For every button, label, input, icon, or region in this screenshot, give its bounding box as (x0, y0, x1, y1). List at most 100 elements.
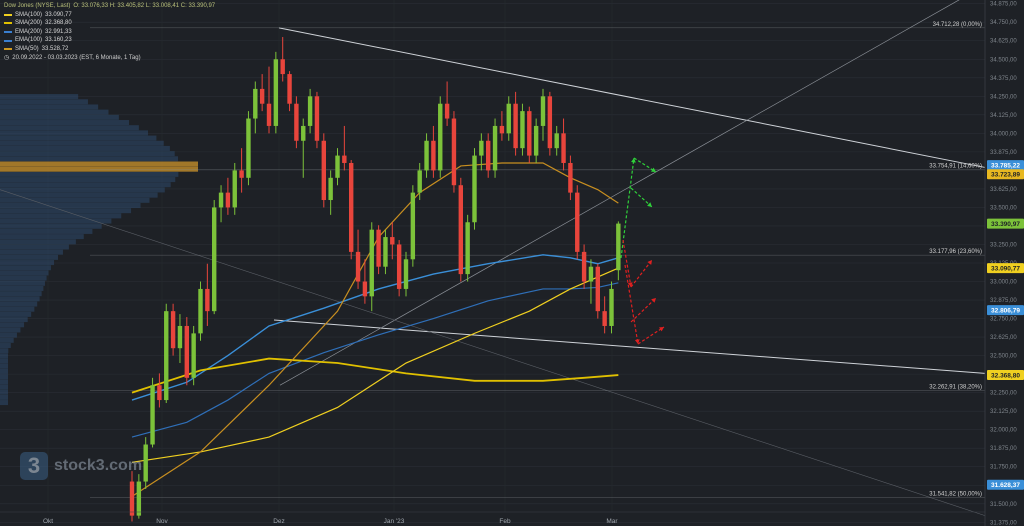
profile-bar (0, 223, 102, 229)
y-tick-label: 32.125,00 (990, 409, 1017, 415)
ema200-line (131, 282, 619, 438)
candle-body (417, 170, 422, 193)
fib-label: 33.754,91 (14,60%) (929, 164, 982, 170)
y-tick-label: 31.375,00 (990, 520, 1017, 526)
price-tag-label: 33.723,89 (991, 172, 1020, 179)
profile-bar (0, 104, 99, 110)
candle-body (307, 96, 313, 126)
candle-body (396, 244, 402, 289)
profile-bar (0, 120, 130, 126)
sma50-line (131, 162, 619, 497)
profile-bar (0, 384, 8, 390)
candle-body (403, 259, 409, 289)
sma50-swatch (4, 48, 12, 51)
profile-bar (0, 166, 198, 172)
candle-body (499, 125, 505, 134)
candle-body (253, 88, 258, 119)
candle-body (212, 207, 217, 312)
price-tag-label: 31.628,37 (991, 482, 1020, 489)
candle-body (335, 155, 340, 178)
profile-bar (0, 280, 45, 286)
fib-label: 34.712,28 (0,00%) (933, 22, 982, 28)
profile-bar (0, 109, 109, 115)
price-tag (987, 160, 1024, 171)
red-arrow-2 (630, 259, 653, 288)
instrument-label: Dow Jones (NYSE, Last) (4, 3, 71, 9)
volume-profile (0, 94, 198, 406)
y-tick-label: 31.750,00 (990, 465, 1017, 471)
price-tag-label: 33.785,22 (991, 162, 1020, 169)
green-arrow-3-head (647, 202, 652, 207)
y-tick-label: 33.625,00 (990, 187, 1017, 193)
candle-body (266, 103, 272, 126)
price-tag-label: 32.368,80 (991, 372, 1020, 379)
x-tick-label: Mar (606, 518, 618, 525)
candle-body (342, 155, 347, 163)
profile-bar (0, 213, 122, 219)
y-tick-label: 32.625,00 (990, 335, 1017, 341)
ema100-swatch (4, 39, 12, 42)
candle-body (225, 192, 231, 208)
candle-body (232, 170, 237, 208)
candle-body (424, 140, 429, 171)
profile-bar (0, 311, 32, 317)
legend-header: Dow Jones (NYSE, Last) O: 33.076,33 H: 3… (4, 2, 215, 11)
profile-bar (0, 400, 8, 406)
profile-bar (0, 156, 178, 162)
profile-bar (0, 187, 165, 193)
candle-body (561, 133, 566, 163)
profile-bar (0, 218, 112, 224)
profile-bar (0, 337, 14, 343)
profile-bar (0, 114, 119, 120)
clock-icon: ◷ (4, 54, 10, 61)
profile-bar (0, 394, 8, 400)
y-tick-label: 34.750,00 (990, 20, 1017, 26)
profile-bar (0, 322, 25, 328)
y-tick-label: 33.875,00 (990, 150, 1017, 156)
candle-body (506, 103, 511, 134)
profile-bar (0, 197, 150, 203)
profile-bar (0, 244, 69, 250)
y-tick-label: 34.250,00 (990, 94, 1017, 100)
profile-bar (0, 389, 8, 395)
y-tick-label: 31.875,00 (990, 446, 1017, 452)
price-tag-label: 32.806,79 (991, 307, 1020, 314)
y-tick-label: 34.375,00 (990, 76, 1017, 82)
red-arrow-1 (622, 239, 632, 288)
candle-body (575, 192, 580, 252)
candle-body (554, 133, 559, 149)
profile-bar (0, 234, 84, 240)
red-arrow-1-head (627, 282, 633, 287)
sma100-line (131, 267, 619, 463)
candles (129, 37, 621, 522)
ema200-value: 32.991,33 (45, 28, 72, 35)
profile-bar (0, 332, 17, 338)
profile-bar (0, 135, 157, 141)
fibonacci-levels: 34.712,28 (0,00%) 33.754,91 (14,60%) 33.17… (90, 22, 985, 498)
profile-bar (0, 363, 8, 369)
candle-body (150, 385, 155, 445)
profile-bar (0, 327, 21, 333)
candle-body (595, 266, 600, 312)
candle-body (472, 155, 477, 223)
profile-bar (0, 99, 88, 105)
sma200-value: 32.368,80 (45, 20, 72, 27)
legend-range: ◷ 20.09.2022 - 03.03.2023 (EST, 6 Monate,… (4, 54, 215, 63)
profile-bar (0, 275, 47, 281)
candle-body (533, 125, 539, 156)
fib-label: 31.541,82 (50,00%) (929, 492, 982, 498)
candle-body (170, 311, 176, 349)
candle-body (355, 251, 361, 282)
x-axis: Okt Nov Dez Jan '23 Feb Mar (0, 511, 985, 525)
y-tick-label: 33.000,00 (990, 280, 1017, 286)
profile-bar (0, 348, 9, 354)
candle-body (465, 222, 470, 275)
y-tick-label: 33.500,00 (990, 205, 1017, 211)
y-tick-label: 32.000,00 (990, 428, 1017, 434)
ohlc-values: O: 33.076,33 H: 33.405,82 L: 33.008,41 C… (73, 3, 216, 9)
y-tick-label: 33.250,00 (990, 242, 1017, 248)
candle-body (314, 96, 320, 141)
candle-body (431, 140, 436, 171)
candle-body (376, 229, 381, 267)
